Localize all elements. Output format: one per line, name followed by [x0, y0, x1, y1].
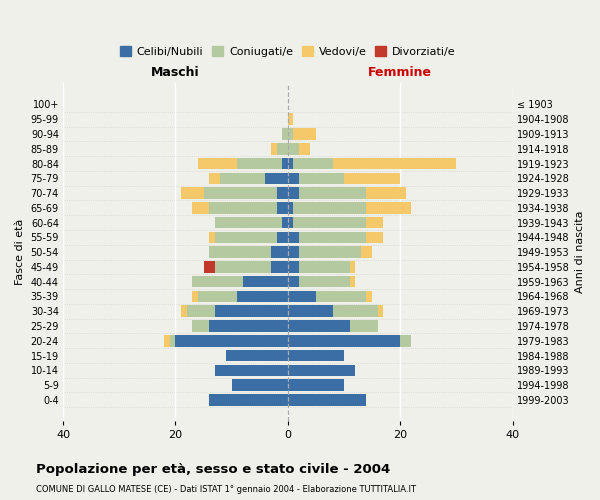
Bar	[215, 217, 282, 228]
Bar	[299, 188, 367, 199]
Bar	[170, 335, 175, 346]
Bar	[277, 143, 288, 154]
Bar	[175, 335, 288, 346]
Bar	[288, 128, 293, 140]
Bar	[367, 202, 412, 213]
Bar	[299, 232, 367, 243]
Bar	[288, 158, 293, 170]
Bar	[288, 380, 344, 391]
Bar	[288, 276, 299, 287]
Bar	[293, 217, 367, 228]
Bar	[288, 350, 344, 362]
Y-axis label: Fasce di età: Fasce di età	[15, 219, 25, 286]
Bar	[237, 158, 282, 170]
Bar	[277, 188, 288, 199]
Bar	[333, 158, 457, 170]
Bar	[350, 276, 355, 287]
Bar	[181, 306, 187, 317]
Bar	[209, 232, 215, 243]
Text: Maschi: Maschi	[151, 66, 200, 80]
Bar	[226, 350, 288, 362]
Bar	[198, 290, 237, 302]
Bar	[271, 246, 288, 258]
Bar	[209, 246, 271, 258]
Bar	[344, 172, 400, 184]
Bar	[316, 290, 367, 302]
Bar	[220, 172, 265, 184]
Bar	[215, 364, 288, 376]
Bar	[271, 261, 288, 272]
Bar	[181, 188, 203, 199]
Bar	[282, 158, 288, 170]
Bar	[288, 335, 400, 346]
Bar	[209, 172, 220, 184]
Bar	[271, 143, 277, 154]
Bar	[209, 202, 277, 213]
Bar	[288, 143, 299, 154]
Bar	[237, 290, 288, 302]
Bar	[299, 261, 350, 272]
Bar	[193, 290, 198, 302]
Bar	[265, 172, 288, 184]
Bar	[282, 128, 288, 140]
Bar	[232, 380, 288, 391]
Bar	[277, 232, 288, 243]
Bar	[215, 306, 288, 317]
Bar	[350, 261, 355, 272]
Bar	[193, 276, 243, 287]
Bar	[400, 335, 412, 346]
Bar	[288, 364, 355, 376]
Bar	[193, 202, 209, 213]
Bar	[367, 188, 406, 199]
Bar	[282, 217, 288, 228]
Bar	[288, 114, 293, 125]
Bar	[288, 202, 293, 213]
Text: COMUNE DI GALLO MATESE (CE) - Dati ISTAT 1° gennaio 2004 - Elaborazione TUTTITAL: COMUNE DI GALLO MATESE (CE) - Dati ISTAT…	[36, 485, 416, 494]
Bar	[209, 394, 288, 406]
Bar	[361, 246, 372, 258]
Bar	[288, 246, 299, 258]
Bar	[288, 394, 367, 406]
Bar	[377, 306, 383, 317]
Bar	[350, 320, 377, 332]
Bar	[187, 306, 215, 317]
Text: Popolazione per età, sesso e stato civile - 2004: Popolazione per età, sesso e stato civil…	[36, 462, 390, 475]
Bar	[215, 232, 277, 243]
Bar	[288, 172, 299, 184]
Bar	[277, 202, 288, 213]
Bar	[164, 335, 170, 346]
Bar	[288, 188, 299, 199]
Bar	[293, 128, 316, 140]
Bar	[299, 172, 344, 184]
Bar	[367, 232, 383, 243]
Bar	[215, 261, 271, 272]
Y-axis label: Anni di nascita: Anni di nascita	[575, 211, 585, 294]
Text: Femmine: Femmine	[368, 66, 432, 80]
Bar	[288, 290, 316, 302]
Bar	[367, 217, 383, 228]
Bar	[209, 320, 288, 332]
Bar	[288, 217, 293, 228]
Bar	[288, 261, 299, 272]
Bar	[288, 320, 350, 332]
Bar	[367, 290, 372, 302]
Bar	[288, 232, 299, 243]
Bar	[193, 320, 209, 332]
Bar	[198, 158, 237, 170]
Bar	[333, 306, 377, 317]
Bar	[293, 202, 367, 213]
Legend: Celibi/Nubili, Coniugati/e, Vedovi/e, Divorziati/e: Celibi/Nubili, Coniugati/e, Vedovi/e, Di…	[116, 42, 460, 62]
Bar	[293, 158, 333, 170]
Bar	[203, 188, 277, 199]
Bar	[299, 246, 361, 258]
Bar	[243, 276, 288, 287]
Bar	[299, 143, 310, 154]
Bar	[203, 261, 215, 272]
Bar	[299, 276, 350, 287]
Bar	[288, 306, 333, 317]
